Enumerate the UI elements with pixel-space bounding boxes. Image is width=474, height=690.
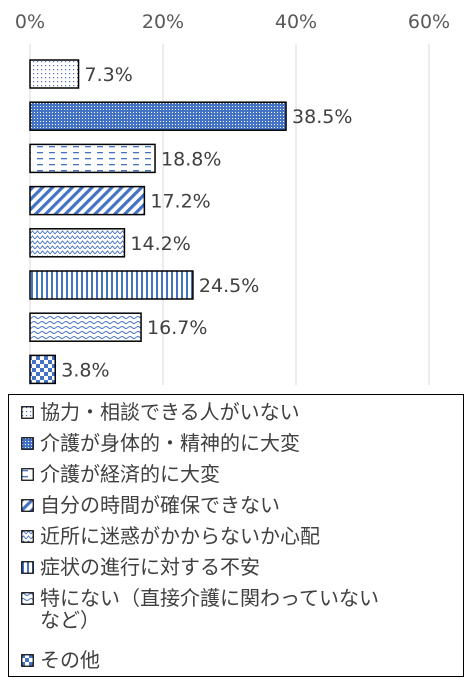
bar xyxy=(29,270,194,300)
x-tick-label: 60% xyxy=(408,11,450,33)
legend-item: 介護が身体的・精神的に大変 xyxy=(21,432,457,454)
legend-swatch xyxy=(21,654,34,667)
legend: 協力・相談できる人がいない 介護が身体的・精神的に大変 介護が経済的に大変自分の時間… xyxy=(8,394,464,677)
bar-value-label: 16.7% xyxy=(147,317,207,339)
value-labels: 7.3% 38.5% 18.8% 17.2% 14.2% 24.5% 16.7% 3.8% xyxy=(61,64,352,381)
legend-swatch xyxy=(21,468,34,481)
legend-item: 症状の進行に対する不安 xyxy=(21,556,457,578)
legend-swatch xyxy=(21,406,34,419)
legend-label: 症状の進行に対する不安 xyxy=(40,555,260,579)
legend-label: 協力・相談できる人がいない xyxy=(40,400,300,424)
bar xyxy=(29,185,146,216)
legend-swatch xyxy=(21,561,34,574)
legend-label: 特にない（直接介護に関わっていない など） xyxy=(40,586,379,632)
legend-swatch xyxy=(21,592,34,605)
bar-value-label: 17.2% xyxy=(150,191,210,213)
bar xyxy=(29,354,57,385)
legend-item: その他 xyxy=(21,649,457,671)
bar-value-label: 38.5% xyxy=(292,106,352,128)
legend-label: 近所に迷惑がかからないか心配 xyxy=(40,524,320,548)
legend-swatch xyxy=(21,499,34,512)
bar-chart: 0% 20% 40% 60% 7.3% 38.5% 18.8% 17.2% 14.2% 24.5… xyxy=(15,11,450,385)
x-axis-ticks: 0% 20% 40% 60% xyxy=(15,11,450,33)
legend-item: 特にない（直接介護に関わっていない など） xyxy=(21,587,457,631)
x-tick-label: 20% xyxy=(142,11,184,33)
legend-label: 介護が身体的・精神的に大変 xyxy=(40,431,300,455)
bar xyxy=(29,101,287,131)
bar-value-label: 24.5% xyxy=(199,275,259,297)
x-tick-label: 40% xyxy=(275,11,317,33)
legend-item: 近所に迷惑がかからないか心配 xyxy=(21,525,457,547)
bar-value-label: 3.8% xyxy=(61,359,109,381)
bar xyxy=(29,228,126,258)
bar-value-label: 18.8% xyxy=(161,148,221,170)
legend-item: 協力・相談できる人がいない xyxy=(21,401,457,423)
bar xyxy=(29,312,142,342)
bar xyxy=(29,143,156,174)
legend-label: 介護が経済的に大変 xyxy=(40,462,220,486)
legend-item: 自分の時間が確保できない xyxy=(21,494,457,516)
bar-value-label: 14.2% xyxy=(130,233,190,255)
bar-value-label: 7.3% xyxy=(85,64,133,86)
bar xyxy=(29,59,80,89)
legend-swatch xyxy=(21,437,34,450)
legend-label: 自分の時間が確保できない xyxy=(40,493,280,517)
bars xyxy=(29,59,287,385)
legend-item: 介護が経済的に大変 xyxy=(21,463,457,485)
legend-swatch xyxy=(21,530,34,543)
x-tick-label: 0% xyxy=(15,11,45,33)
legend-label: その他 xyxy=(40,648,100,672)
